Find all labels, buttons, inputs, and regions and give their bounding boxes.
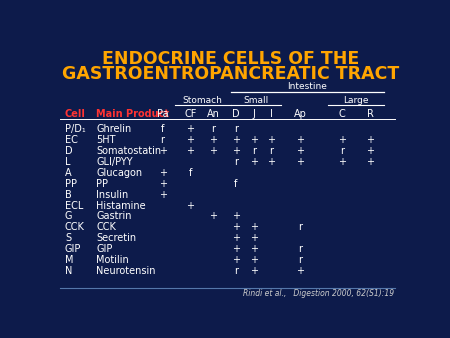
- Text: +: +: [209, 212, 217, 221]
- Text: Main Product: Main Product: [96, 109, 169, 119]
- Text: r: r: [252, 146, 256, 156]
- Text: ECL: ECL: [65, 200, 83, 211]
- Text: A: A: [65, 168, 72, 178]
- Text: Ap: Ap: [294, 109, 307, 119]
- Text: +: +: [232, 222, 240, 233]
- Text: +: +: [232, 135, 240, 145]
- Text: +: +: [158, 179, 166, 189]
- Text: Neurotensin: Neurotensin: [96, 266, 156, 276]
- Text: r: r: [340, 146, 344, 156]
- Text: +: +: [158, 146, 166, 156]
- Text: Small: Small: [243, 96, 269, 105]
- Text: +: +: [250, 255, 258, 265]
- Text: +: +: [366, 146, 374, 156]
- Text: +: +: [338, 135, 346, 145]
- Text: EC: EC: [65, 135, 78, 145]
- Text: D: D: [65, 146, 72, 156]
- Text: +: +: [186, 135, 194, 145]
- Text: Stomach: Stomach: [182, 96, 222, 105]
- Text: +: +: [250, 222, 258, 233]
- Text: +: +: [232, 244, 240, 254]
- Text: PP: PP: [65, 179, 77, 189]
- Text: Gastrin: Gastrin: [96, 212, 132, 221]
- Text: +: +: [297, 146, 304, 156]
- Text: Secretin: Secretin: [96, 233, 136, 243]
- Text: f: f: [234, 179, 238, 189]
- Text: +: +: [232, 233, 240, 243]
- Text: r: r: [234, 266, 238, 276]
- Text: N: N: [65, 266, 72, 276]
- Text: +: +: [297, 135, 304, 145]
- Text: r: r: [298, 222, 302, 233]
- Text: 5HT: 5HT: [96, 135, 116, 145]
- Text: +: +: [250, 135, 258, 145]
- Text: r: r: [211, 124, 215, 134]
- Text: GIP: GIP: [65, 244, 81, 254]
- Text: +: +: [297, 266, 304, 276]
- Text: +: +: [267, 135, 275, 145]
- Text: r: r: [298, 244, 302, 254]
- Text: CCK: CCK: [65, 222, 85, 233]
- Text: f: f: [161, 124, 164, 134]
- Text: CCK: CCK: [96, 222, 116, 233]
- Text: +: +: [250, 233, 258, 243]
- Text: +: +: [158, 168, 166, 178]
- Text: D: D: [232, 109, 240, 119]
- Text: L: L: [65, 157, 71, 167]
- Text: +: +: [366, 135, 374, 145]
- Text: r: r: [234, 124, 238, 134]
- Text: R: R: [367, 109, 374, 119]
- Text: Pa: Pa: [157, 109, 168, 119]
- Text: Intestine: Intestine: [288, 81, 327, 91]
- Text: Cell: Cell: [65, 109, 86, 119]
- Text: +: +: [209, 146, 217, 156]
- Text: +: +: [297, 157, 304, 167]
- Text: f: f: [189, 168, 192, 178]
- Text: Large: Large: [343, 96, 369, 105]
- Text: GASTROENTROPANCREATIC TRACT: GASTROENTROPANCREATIC TRACT: [62, 65, 399, 83]
- Text: An: An: [207, 109, 220, 119]
- Text: Insulin: Insulin: [96, 190, 129, 200]
- Text: S: S: [65, 233, 71, 243]
- Text: +: +: [232, 212, 240, 221]
- Text: +: +: [186, 124, 194, 134]
- Text: Ghrelin: Ghrelin: [96, 124, 131, 134]
- Text: +: +: [232, 146, 240, 156]
- Text: P/D₁: P/D₁: [65, 124, 86, 134]
- Text: C: C: [339, 109, 346, 119]
- Text: ENDOCRINE CELLS OF THE: ENDOCRINE CELLS OF THE: [102, 50, 359, 68]
- Text: +: +: [366, 157, 374, 167]
- Text: B: B: [65, 190, 72, 200]
- Text: +: +: [338, 157, 346, 167]
- Text: r: r: [234, 157, 238, 167]
- Text: Histamine: Histamine: [96, 200, 146, 211]
- Text: +: +: [250, 244, 258, 254]
- Text: Glucagon: Glucagon: [96, 168, 143, 178]
- Text: +: +: [250, 157, 258, 167]
- Text: M: M: [65, 255, 73, 265]
- Text: Somatostatin: Somatostatin: [96, 146, 162, 156]
- Text: +: +: [232, 255, 240, 265]
- Text: r: r: [161, 135, 165, 145]
- Text: +: +: [209, 135, 217, 145]
- Text: +: +: [186, 146, 194, 156]
- Text: +: +: [250, 266, 258, 276]
- Text: +: +: [267, 157, 275, 167]
- Text: r: r: [270, 146, 274, 156]
- Text: I: I: [270, 109, 273, 119]
- Text: G: G: [65, 212, 72, 221]
- Text: PP: PP: [96, 179, 108, 189]
- Text: GIP: GIP: [96, 244, 113, 254]
- Text: GLI/PYY: GLI/PYY: [96, 157, 133, 167]
- Text: Motilin: Motilin: [96, 255, 129, 265]
- Text: +: +: [158, 190, 166, 200]
- Text: J: J: [252, 109, 256, 119]
- Text: +: +: [186, 200, 194, 211]
- Text: CF: CF: [184, 109, 197, 119]
- Text: Rindi et al.,   Digestion 2000, 62(S1):19: Rindi et al., Digestion 2000, 62(S1):19: [243, 289, 395, 298]
- Text: r: r: [298, 255, 302, 265]
